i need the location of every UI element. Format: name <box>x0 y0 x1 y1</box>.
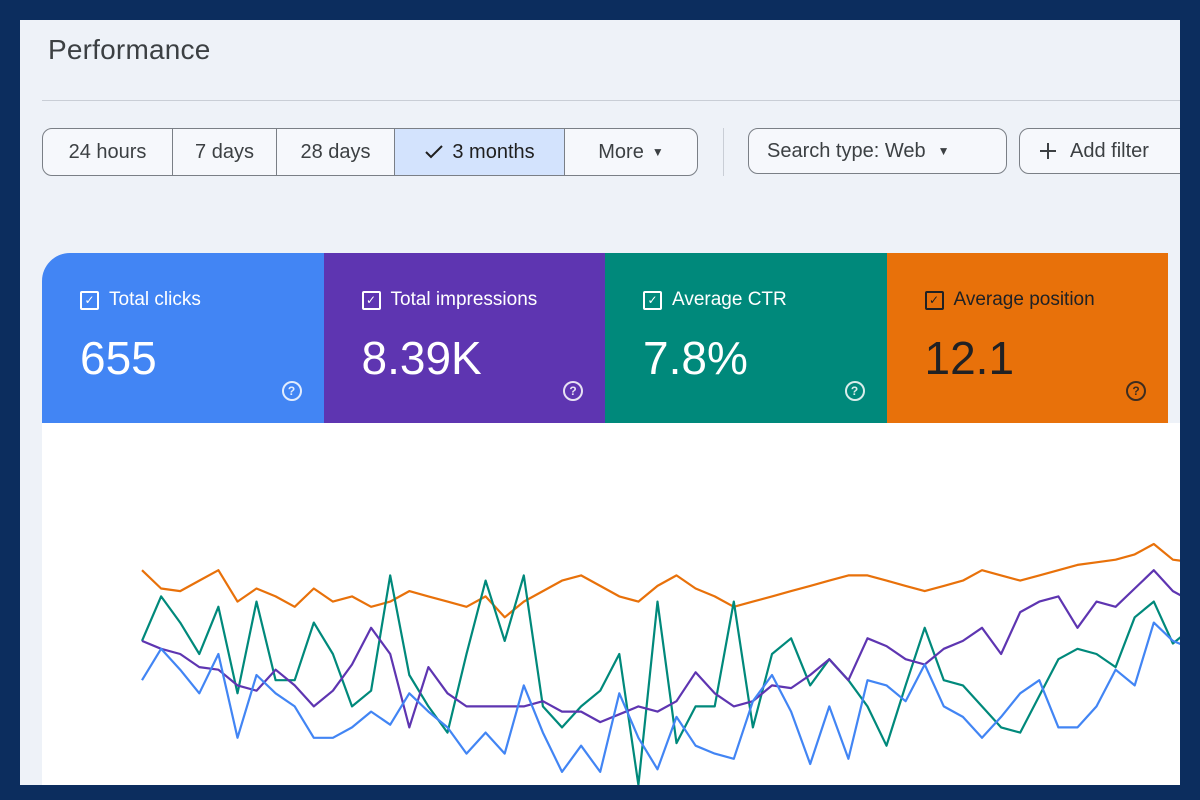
header-divider <box>42 100 1180 101</box>
chevron-down-icon: ▼ <box>651 145 664 159</box>
metric-card-average-position[interactable]: ✓ Average position 12.1 ? <box>886 253 1168 423</box>
range-7-days-label: 7 days <box>195 140 254 163</box>
help-icon[interactable]: ? <box>844 381 865 401</box>
series-line-average-ctr <box>140 574 1180 785</box>
help-icon[interactable]: ? <box>1126 381 1146 401</box>
add-filter-button[interactable]: Add filter <box>1019 128 1180 174</box>
check-icon <box>425 145 444 159</box>
metric-label: Average position <box>953 289 1095 310</box>
range-24-hours[interactable]: 24 hours <box>43 129 173 175</box>
plus-icon <box>1040 143 1056 159</box>
metric-label: Total impressions <box>390 289 538 310</box>
metric-label-row: ✓ Average position <box>924 289 1095 311</box>
series-line-total-clicks <box>141 621 1180 773</box>
help-icon[interactable]: ? <box>281 381 302 401</box>
checkbox-icon[interactable]: ✓ <box>643 290 662 310</box>
metric-label-row: ✓ Average CTR <box>643 289 787 311</box>
range-28-days-label: 28 days <box>300 140 371 163</box>
range-3-months[interactable]: 3 months <box>395 129 565 175</box>
range-more-label: More <box>598 140 644 163</box>
metric-label: Average CTR <box>672 289 787 310</box>
checkbox-icon[interactable]: ✓ <box>80 290 99 310</box>
range-3-months-label: 3 months <box>452 140 535 163</box>
metric-value: 12.1 <box>924 332 1015 384</box>
metric-label-row: ✓ Total impressions <box>361 289 538 311</box>
toolbar-separator <box>723 128 724 176</box>
metric-label: Total clicks <box>109 289 201 310</box>
metric-label-row: ✓ Total clicks <box>80 289 201 311</box>
line-chart <box>140 542 1180 785</box>
range-7-days[interactable]: 7 days <box>173 129 277 175</box>
range-24-hours-label: 24 hours <box>68 140 147 163</box>
checkbox-icon[interactable]: ✓ <box>924 290 944 310</box>
search-type-label: Search type: Web <box>767 139 926 162</box>
series-line-average-position <box>141 542 1180 619</box>
chevron-down-icon: ▼ <box>937 144 950 158</box>
performance-panel: Performance 24 hours 7 days 28 days 3 mo… <box>20 20 1180 785</box>
metric-value: 8.39K <box>361 332 482 384</box>
metric-card-total-impressions[interactable]: ✓ Total impressions 8.39K ? <box>323 253 605 423</box>
help-icon[interactable]: ? <box>563 381 583 401</box>
metric-cards: ✓ Total clicks 655 ? ✓ Total impressions… <box>42 253 1168 423</box>
search-type-dropdown[interactable]: Search type: Web ▼ <box>748 128 1007 174</box>
performance-chart <box>42 423 1180 785</box>
add-filter-label: Add filter <box>1070 139 1149 162</box>
metric-card-total-clicks[interactable]: ✓ Total clicks 655 ? <box>42 253 324 423</box>
checkbox-icon[interactable]: ✓ <box>361 290 381 310</box>
range-more[interactable]: More ▼ <box>565 129 697 175</box>
date-range-selector: 24 hours 7 days 28 days 3 months More ▼ <box>42 128 698 176</box>
metric-value: 655 <box>80 332 157 384</box>
series-line-total-impressions <box>141 569 1180 729</box>
range-28-days[interactable]: 28 days <box>277 129 395 175</box>
metric-card-average-ctr[interactable]: ✓ Average CTR 7.8% ? <box>605 253 887 423</box>
metric-value: 7.8% <box>643 332 748 384</box>
page-title: Performance <box>48 34 211 65</box>
